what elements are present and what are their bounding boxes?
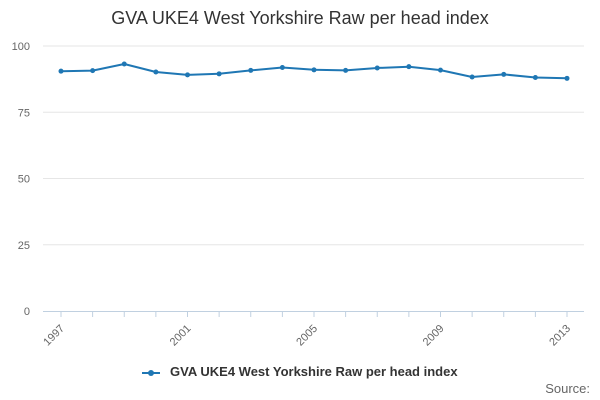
data-point — [121, 61, 127, 67]
y-tick-label: 75 — [18, 107, 30, 119]
y-tick-label: 50 — [18, 174, 30, 186]
data-point — [185, 72, 190, 78]
data-point — [532, 75, 538, 81]
axes — [43, 311, 584, 317]
x-tick-label: 2005 — [294, 323, 320, 349]
source-label[interactable]: Source: — [545, 381, 590, 396]
data-point — [343, 67, 349, 73]
data-point — [501, 71, 507, 77]
y-tick-label: 0 — [24, 306, 30, 318]
data-point — [248, 67, 254, 73]
x-tick-label: 2001 — [168, 323, 194, 349]
chart-title: GVA UKE4 West Yorkshire Raw per head ind… — [111, 8, 489, 28]
data-point — [279, 64, 285, 70]
data-point — [216, 71, 222, 77]
x-tick-label: 1997 — [41, 323, 67, 349]
data-point — [374, 65, 380, 71]
legend-label: GVA UKE4 West Yorkshire Raw per head ind… — [170, 364, 458, 379]
y-tick-label: 100 — [12, 41, 30, 53]
legend-line-icon — [142, 369, 161, 376]
data-point — [438, 67, 443, 73]
y-tick-labels: 0 25 50 75 100 — [12, 41, 30, 318]
x-tick-label: 2013 — [547, 323, 573, 349]
legend[interactable]: GVA UKE4 West Yorkshire Raw per head ind… — [0, 364, 600, 379]
gridlines — [43, 45, 584, 246]
data-point — [153, 69, 159, 75]
data-point — [311, 67, 317, 73]
data-point — [469, 74, 475, 80]
y-tick-label: 25 — [18, 240, 30, 252]
data-point — [90, 68, 96, 74]
data-point — [564, 75, 570, 81]
x-tick-labels: 1997 2001 2005 2009 2013 — [41, 323, 573, 349]
x-tick-label: 2009 — [421, 323, 447, 349]
data-point — [406, 64, 412, 70]
data-point — [58, 68, 64, 74]
series — [58, 61, 570, 81]
